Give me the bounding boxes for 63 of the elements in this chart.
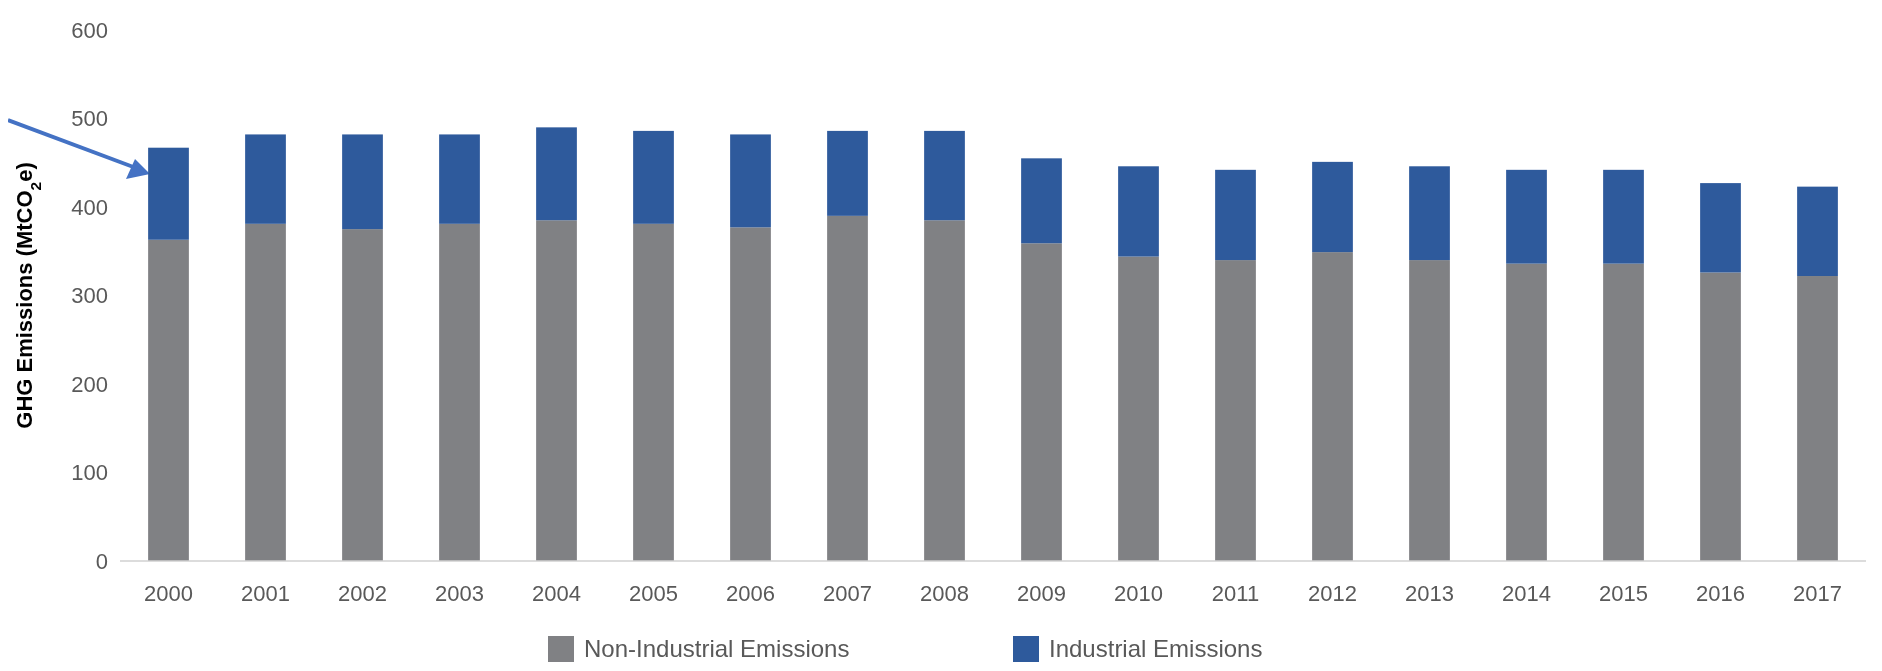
bar (439, 134, 480, 224)
x-tick-label: 2000 (144, 581, 193, 606)
bar (1506, 169, 1547, 264)
x-tick-label: 2013 (1405, 581, 1454, 606)
x-tick-label: 2015 (1599, 581, 1648, 606)
y-tick-label: 100 (71, 460, 108, 486)
bar (1603, 169, 1644, 264)
bar (1797, 186, 1838, 277)
bar (633, 223, 674, 561)
bar (245, 223, 286, 561)
bar (730, 134, 771, 228)
y-tick-label: 300 (71, 283, 108, 309)
bar (1215, 260, 1256, 561)
bar (245, 134, 286, 224)
x-tick-label: 2007 (823, 581, 872, 606)
y-tick-label: 500 (71, 106, 108, 132)
x-tick-label: 2014 (1502, 581, 1551, 606)
x-tick-label: 2004 (532, 581, 581, 606)
y-tick-label: 200 (71, 371, 108, 397)
bar (148, 239, 189, 561)
bar (439, 223, 480, 561)
bar (342, 134, 383, 230)
x-tick-label: 2011 (1211, 581, 1260, 606)
bar (1700, 272, 1741, 561)
bar (1118, 166, 1159, 257)
x-tick-label: 2016 (1696, 581, 1745, 606)
bar (1506, 263, 1547, 561)
x-tick-label: 2009 (1017, 581, 1066, 606)
x-tick-label: 2001 (241, 581, 290, 606)
x-tick-label: 2010 (1114, 581, 1163, 606)
bar (1312, 252, 1353, 561)
bar (730, 227, 771, 561)
x-tick-label: 2008 (920, 581, 969, 606)
x-tick-label: 2002 (338, 581, 387, 606)
x-tick-label: 2003 (435, 581, 484, 606)
bar (1797, 276, 1838, 561)
bar (536, 220, 577, 561)
x-tick-label: 2005 (629, 581, 678, 606)
bar (148, 147, 189, 240)
bar (1021, 243, 1062, 561)
bar (924, 220, 965, 561)
bar (633, 130, 674, 224)
bar (1409, 260, 1450, 561)
bar (1700, 183, 1741, 273)
y-tick-label: 0 (95, 548, 108, 574)
bar (827, 130, 868, 216)
y-tick-label: 400 (71, 194, 108, 220)
x-tick-label: 2006 (726, 581, 775, 606)
bar (1409, 166, 1450, 261)
bar (536, 127, 577, 221)
bar (342, 229, 383, 561)
bar (1312, 161, 1353, 253)
bar (1118, 256, 1159, 561)
bar (924, 130, 965, 221)
bar (827, 215, 868, 561)
legend-label: Non-Industrial Emissions (584, 635, 850, 663)
x-tick-label: 2012 (1308, 581, 1357, 606)
legend-label: Industrial Emissions (1049, 635, 1263, 663)
y-tick-label: 600 (71, 17, 108, 43)
bar (1215, 169, 1256, 261)
bar (1603, 263, 1644, 561)
x-tick-label: 2017 (1793, 581, 1842, 606)
bar (1021, 158, 1062, 244)
